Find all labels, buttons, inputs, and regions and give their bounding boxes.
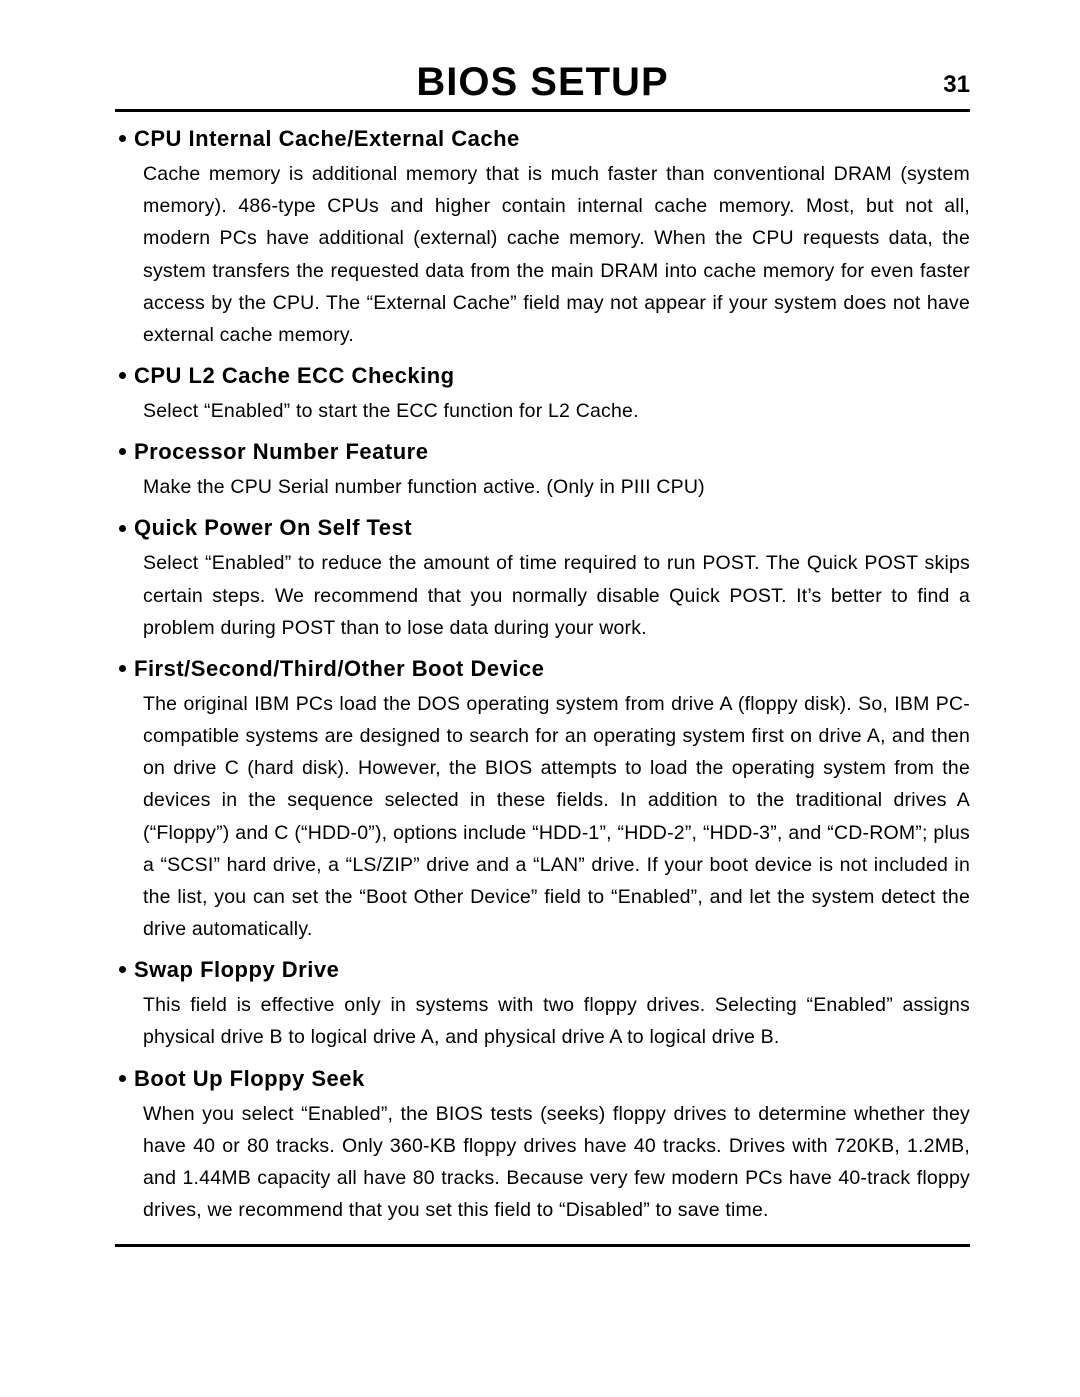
section-heading-text: Boot Up Floppy Seek [134, 1066, 365, 1091]
section-heading: Quick Power On Self Test [115, 515, 970, 541]
section-heading: First/Second/Third/Other Boot Device [115, 656, 970, 682]
section-heading: CPU L2 Cache ECC Checking [115, 363, 970, 389]
section: CPU L2 Cache ECC Checking Select “Enable… [115, 363, 970, 427]
header-row: BIOS SETUP 31 [115, 60, 970, 105]
section-heading-text: CPU Internal Cache/External Cache [134, 126, 520, 151]
bullet-icon [119, 665, 126, 672]
section-heading: Processor Number Feature [115, 439, 970, 465]
bullet-icon [119, 448, 126, 455]
section: Processor Number Feature Make the CPU Se… [115, 439, 970, 503]
page-number: 31 [943, 71, 970, 99]
section-body: Cache memory is additional memory that i… [143, 158, 970, 351]
section-body: This field is effective only in systems … [143, 989, 970, 1053]
section-heading: CPU Internal Cache/External Cache [115, 126, 970, 152]
section-heading-text: CPU L2 Cache ECC Checking [134, 363, 455, 388]
section-heading-text: Processor Number Feature [134, 439, 428, 464]
bullet-icon [119, 372, 126, 379]
section-heading-text: First/Second/Third/Other Boot Device [134, 656, 544, 681]
section-body: The original IBM PCs load the DOS operat… [143, 688, 970, 945]
bullet-icon [119, 135, 126, 142]
section-heading-text: Quick Power On Self Test [134, 515, 412, 540]
section-body: Select “Enabled” to start the ECC functi… [143, 395, 970, 427]
section-heading: Boot Up Floppy Seek [115, 1066, 970, 1092]
section-heading: Swap Floppy Drive [115, 957, 970, 983]
section: First/Second/Third/Other Boot Device The… [115, 656, 970, 945]
section-body: Make the CPU Serial number function acti… [143, 471, 970, 503]
section-body: Select “Enabled” to reduce the amount of… [143, 547, 970, 644]
section: CPU Internal Cache/External Cache Cache … [115, 126, 970, 351]
bullet-icon [119, 1075, 126, 1082]
section: Quick Power On Self Test Select “Enabled… [115, 515, 970, 644]
section-body: When you select “Enabled”, the BIOS test… [143, 1098, 970, 1227]
footer-rule [115, 1244, 970, 1247]
page-container: BIOS SETUP 31 CPU Internal Cache/Externa… [0, 0, 1080, 1327]
page-title: BIOS SETUP [115, 60, 970, 105]
section: Swap Floppy Drive This field is effectiv… [115, 957, 970, 1053]
section-heading-text: Swap Floppy Drive [134, 957, 339, 982]
bullet-icon [119, 966, 126, 973]
header-rule [115, 109, 970, 112]
section: Boot Up Floppy Seek When you select “Ena… [115, 1066, 970, 1227]
bullet-icon [119, 525, 126, 532]
